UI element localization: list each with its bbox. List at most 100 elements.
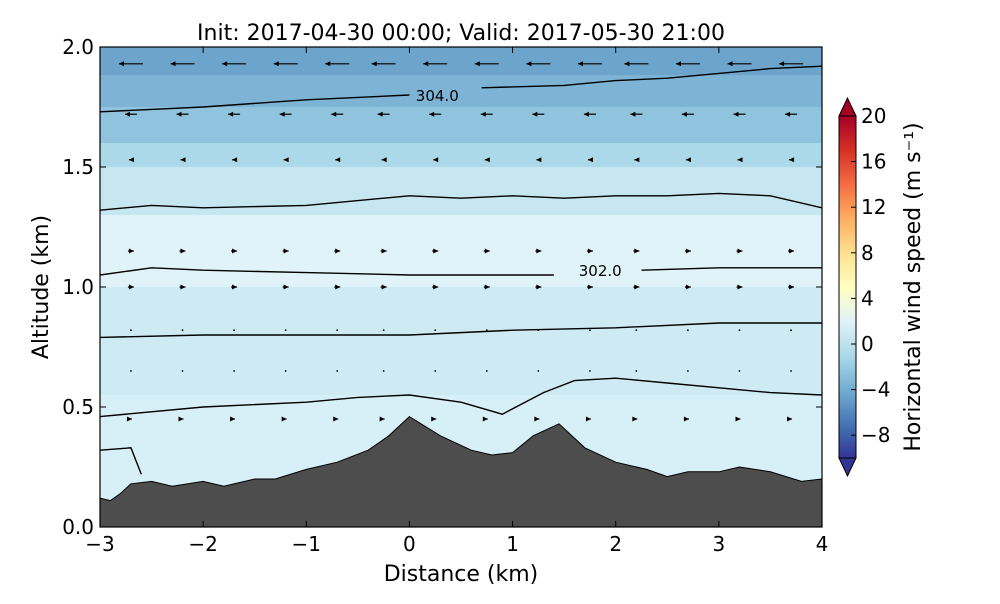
wind-vector	[231, 248, 238, 254]
theta-contour-2	[100, 322, 822, 339]
wind-vector	[633, 248, 640, 254]
wind-vector	[687, 370, 689, 372]
terrain-shape	[100, 415, 822, 527]
colorbar-label: Horizontal wind speed (m s⁻¹)	[901, 122, 926, 451]
colorbar-tick-label: 8	[861, 241, 874, 265]
x-tick-label: 3	[712, 532, 725, 556]
wind-band-6	[100, 75, 822, 107]
wind-vector	[230, 416, 236, 422]
wind-vector	[127, 248, 134, 254]
contour-label: 304.0	[416, 87, 459, 105]
wind-vector	[335, 157, 341, 163]
colorbar-tick-label: −4	[861, 378, 890, 402]
colorbar-tick-label: −8	[861, 423, 890, 447]
wind-vector	[284, 329, 287, 332]
wind-vector	[124, 111, 137, 117]
wind-vector	[130, 370, 132, 372]
wind-vector	[128, 157, 134, 163]
wind-band-7	[100, 47, 822, 76]
wind-vector	[331, 111, 344, 117]
wind-vector	[474, 61, 499, 67]
wind-vector	[334, 284, 341, 290]
wind-vector	[483, 248, 490, 254]
wind-vector	[433, 157, 439, 163]
wind-vector	[585, 416, 591, 422]
y-tick-label: 1.0	[62, 275, 94, 299]
wind-vector	[630, 111, 643, 117]
y-tick-label: 0.5	[62, 395, 94, 419]
wind-vector	[736, 248, 743, 254]
colorbar-ticks: −8 −4 0 4 8 12 16 20	[851, 104, 890, 447]
wind-vector	[279, 111, 292, 117]
wind-vector	[228, 111, 241, 117]
theta-contour-4	[641, 267, 822, 271]
wind-vector	[379, 416, 385, 422]
wind-vector	[325, 61, 350, 67]
wind-vector	[583, 111, 596, 117]
wind-vector	[577, 61, 602, 67]
wind-vector	[537, 329, 540, 332]
contour-labels: 304.0 302.0	[416, 87, 622, 280]
wind-vector	[738, 370, 741, 372]
colorbar: −8 −4 0 4 8 12 16 20 Horizontal wind speed (m s…	[838, 96, 926, 478]
wind-vector	[735, 416, 741, 422]
wind-vector	[683, 416, 689, 422]
x-tick-label: 1	[506, 532, 519, 556]
wind-vector	[535, 284, 542, 290]
theta-contour-7	[481, 65, 822, 89]
wind-vector	[233, 370, 235, 372]
x-tick-label: −3	[85, 532, 114, 556]
wind-vector	[382, 329, 385, 332]
wind-band-2	[100, 215, 822, 287]
wind-vector	[685, 157, 691, 163]
wind-vector	[282, 248, 289, 254]
wind-vector	[377, 111, 390, 117]
wind-vector	[434, 329, 437, 332]
wind-vector	[130, 329, 132, 332]
wind-vector	[537, 370, 540, 372]
wind-vector	[532, 111, 545, 117]
wind-vector	[687, 329, 689, 332]
wind-speed-field	[100, 47, 822, 527]
x-axis-label: Distance (km)	[384, 562, 539, 587]
wind-vector	[179, 284, 186, 290]
wind-vector	[787, 416, 793, 422]
wind-band-5	[100, 107, 822, 143]
wind-vector	[589, 370, 591, 372]
y-tick-label: 2.0	[62, 35, 94, 59]
wind-vector	[381, 157, 387, 163]
wind-vector	[282, 284, 289, 290]
wind-vector	[788, 284, 795, 290]
wind-vector	[482, 416, 488, 422]
wind-vector	[233, 329, 235, 332]
wind-vector	[737, 157, 743, 163]
wind-vector	[180, 157, 186, 163]
wind-vector	[179, 248, 186, 254]
wind-vector	[480, 111, 493, 117]
theta-contour-6	[100, 94, 410, 113]
colorbar-bottom-extension	[838, 457, 857, 478]
wind-vector	[423, 61, 448, 67]
wind-vector	[336, 370, 339, 372]
colorbar-tick-label: 12	[861, 195, 886, 219]
wind-vector	[790, 329, 792, 332]
wind-vector	[526, 61, 551, 67]
wind-vector	[336, 329, 339, 332]
wind-vector	[788, 248, 795, 254]
wind-vector	[176, 111, 189, 117]
wind-vector	[432, 248, 439, 254]
wind-vector	[170, 61, 195, 67]
chart-title: Init: 2017-04-30 00:00; Valid: 2017-05-3…	[197, 21, 725, 46]
wind-vector	[587, 157, 593, 163]
wind-vector	[380, 248, 387, 254]
x-tick-label: 0	[403, 532, 416, 556]
theta-contour-5	[100, 192, 822, 211]
wind-vector	[634, 157, 640, 163]
theta-contours	[100, 65, 822, 475]
wind-vector	[222, 61, 247, 67]
wind-vectors	[118, 61, 804, 422]
colorbar-top-extension	[838, 96, 857, 117]
wind-vector	[118, 61, 143, 67]
